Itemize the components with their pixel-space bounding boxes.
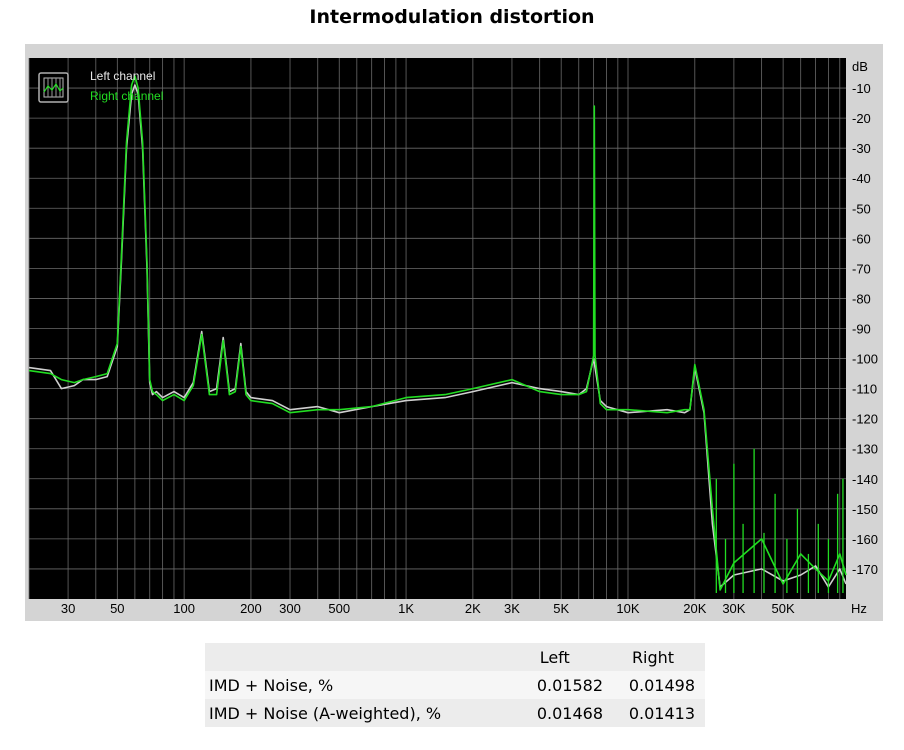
y-tick-label: -120 <box>852 412 878 427</box>
table-header-left: Left <box>539 647 570 667</box>
x-tick-label: 30 <box>61 601 75 616</box>
y-tick-label: -160 <box>852 532 878 547</box>
y-tick-label: -30 <box>852 141 871 156</box>
row-left-value: 0.01582 <box>536 675 604 695</box>
x-tick-label: 100 <box>173 601 195 616</box>
series-line-right-channel <box>28 75 847 591</box>
legend-right-channel: Right channel <box>90 89 163 103</box>
y-tick-label: -130 <box>852 442 878 457</box>
legend: Left channel Right channel <box>38 69 163 103</box>
table-header-right: Right <box>631 647 675 667</box>
y-tick-label: -10 <box>852 81 871 96</box>
chart-settings-icon[interactable] <box>38 72 69 103</box>
y-tick-label: -20 <box>852 111 871 126</box>
x-tick-label: 500 <box>328 601 350 616</box>
table-row: IMD + Noise (A-weighted), % 0.01468 0.01… <box>205 699 705 727</box>
x-tick-label: 30K <box>722 601 745 616</box>
y-tick-label: -50 <box>852 201 871 216</box>
row-right-value: 0.01413 <box>628 703 695 723</box>
major-gridlines <box>29 87 846 570</box>
row-right-value: 0.01498 <box>628 675 695 695</box>
x-tick-label: 5K <box>553 601 569 616</box>
y-unit-label: dB <box>852 59 868 74</box>
row-left-value: 0.01468 <box>536 703 604 723</box>
table-header-row: Left Right <box>205 643 705 671</box>
y-tick-label: -150 <box>852 502 878 517</box>
y-tick-label: -170 <box>852 562 878 577</box>
y-tick-label: -80 <box>852 291 871 306</box>
x-tick-label: 50K <box>772 601 795 616</box>
series-layer <box>28 75 847 593</box>
y-tick-labels: -10 -20 -30 -40 -50 -60 -70 -80 -90 -100 -110 -120 -… <box>852 81 878 577</box>
x-tick-label: 3K <box>504 601 520 616</box>
idm-chart: 30 50 100 200 300 500 1K 2K 3K 5K 10K 20K 30K 50K -10… <box>25 44 883 621</box>
x-tick-label: 300 <box>279 601 301 616</box>
x-tick-labels: 30 50 100 200 300 500 1K 2K 3K 5K 10K 20K 30K 50K <box>61 601 795 616</box>
x-tick-label: 2K <box>465 601 481 616</box>
x-unit-label: Hz <box>851 601 867 616</box>
x-tick-label: 1K <box>398 601 414 616</box>
table-row: IMD + Noise, % 0.01582 0.01498 <box>205 671 705 699</box>
row-label: IMD + Noise (A-weighted), % <box>209 703 442 723</box>
x-tick-label: 50 <box>110 601 124 616</box>
y-tick-label: -100 <box>852 352 878 367</box>
row-label: IMD + Noise, % <box>209 675 334 695</box>
table-header-blank <box>205 643 502 671</box>
x-tick-label: 20K <box>683 601 706 616</box>
x-tick-label: 10K <box>616 601 639 616</box>
y-tick-label: -110 <box>852 382 877 397</box>
y-tick-label: -70 <box>852 261 871 276</box>
y-tick-label: -140 <box>852 472 878 487</box>
y-tick-label: -40 <box>852 171 871 186</box>
x-tick-label: 200 <box>240 601 262 616</box>
page-title: Intermodulation distortion <box>309 6 595 28</box>
legend-left-channel: Left channel <box>90 69 155 83</box>
y-tick-label: -90 <box>852 322 871 337</box>
results-table: Left Right IMD + Noise, % 0.01582 0.0149… <box>205 643 705 727</box>
y-tick-label: -60 <box>852 231 871 246</box>
